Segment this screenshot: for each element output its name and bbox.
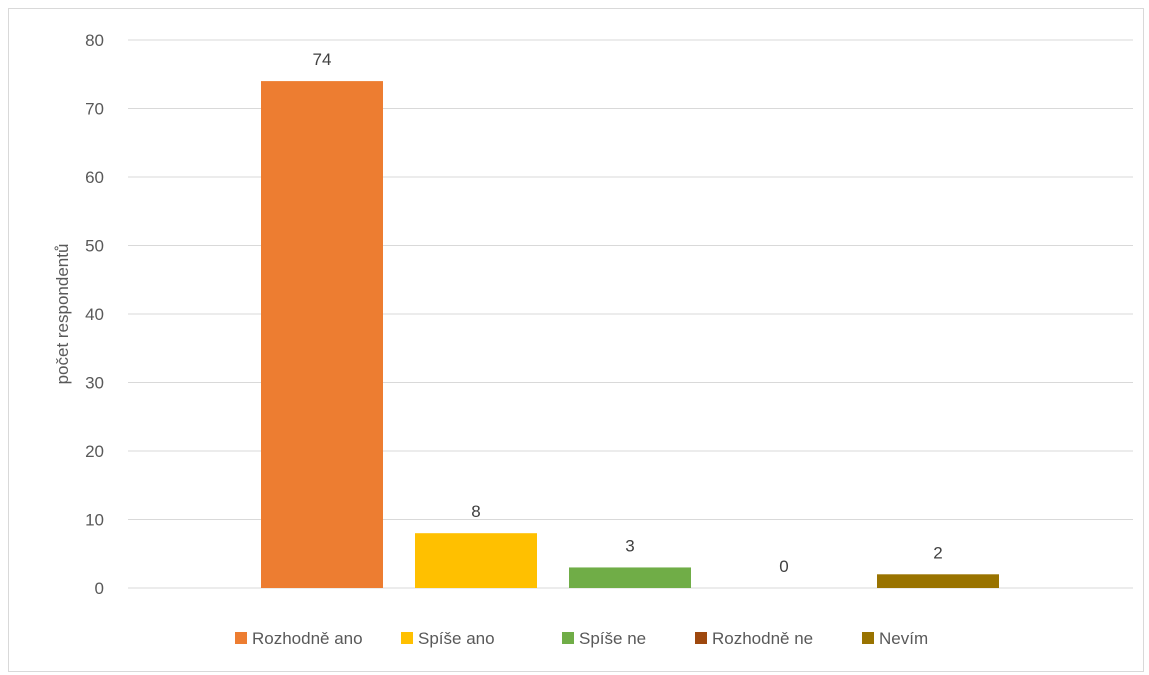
data-label: 0 bbox=[779, 557, 788, 576]
legend-item: Rozhodně ano bbox=[235, 629, 363, 648]
data-label: 74 bbox=[313, 50, 332, 69]
legend-swatch bbox=[401, 632, 413, 644]
y-tick-label: 80 bbox=[85, 31, 104, 50]
y-tick-label: 50 bbox=[85, 237, 104, 256]
y-tick-label: 70 bbox=[85, 100, 104, 119]
bar-spíše-ne bbox=[569, 567, 691, 588]
bars bbox=[261, 81, 999, 588]
data-label: 2 bbox=[933, 543, 942, 562]
bar-rozhodně-ano bbox=[261, 81, 383, 588]
y-tick-label: 20 bbox=[85, 442, 104, 461]
legend-swatch bbox=[562, 632, 574, 644]
data-label: 8 bbox=[471, 502, 480, 521]
chart-frame bbox=[8, 8, 1144, 672]
y-axis-title: počet respondentů bbox=[53, 244, 72, 385]
legend-label: Rozhodně ne bbox=[712, 629, 813, 648]
legend-swatch bbox=[235, 632, 247, 644]
legend-label: Nevím bbox=[879, 629, 928, 648]
legend-item: Nevím bbox=[862, 629, 928, 648]
legend-swatch bbox=[862, 632, 874, 644]
legend-swatch bbox=[695, 632, 707, 644]
data-labels: 74 8 3 0 2 bbox=[313, 50, 943, 576]
legend-label: Spíše ne bbox=[579, 629, 646, 648]
legend-item: Spíše ano bbox=[401, 629, 495, 648]
y-tick-label: 40 bbox=[85, 305, 104, 324]
y-tick-label: 0 bbox=[95, 579, 104, 598]
legend-item: Rozhodně ne bbox=[695, 629, 813, 648]
y-axis-ticks: 0 10 20 30 40 50 60 70 80 bbox=[85, 31, 104, 598]
bar-nevím bbox=[877, 574, 999, 588]
data-label: 3 bbox=[625, 536, 634, 555]
bar-spíše-ano bbox=[415, 533, 537, 588]
y-tick-label: 10 bbox=[85, 511, 104, 530]
y-tick-label: 60 bbox=[85, 168, 104, 187]
legend-label: Rozhodně ano bbox=[252, 629, 363, 648]
legend: Rozhodně ano Spíše ano Spíše ne Rozhodně ne… bbox=[235, 629, 928, 648]
legend-label: Spíše ano bbox=[418, 629, 495, 648]
y-tick-label: 30 bbox=[85, 374, 104, 393]
legend-item: Spíše ne bbox=[562, 629, 646, 648]
